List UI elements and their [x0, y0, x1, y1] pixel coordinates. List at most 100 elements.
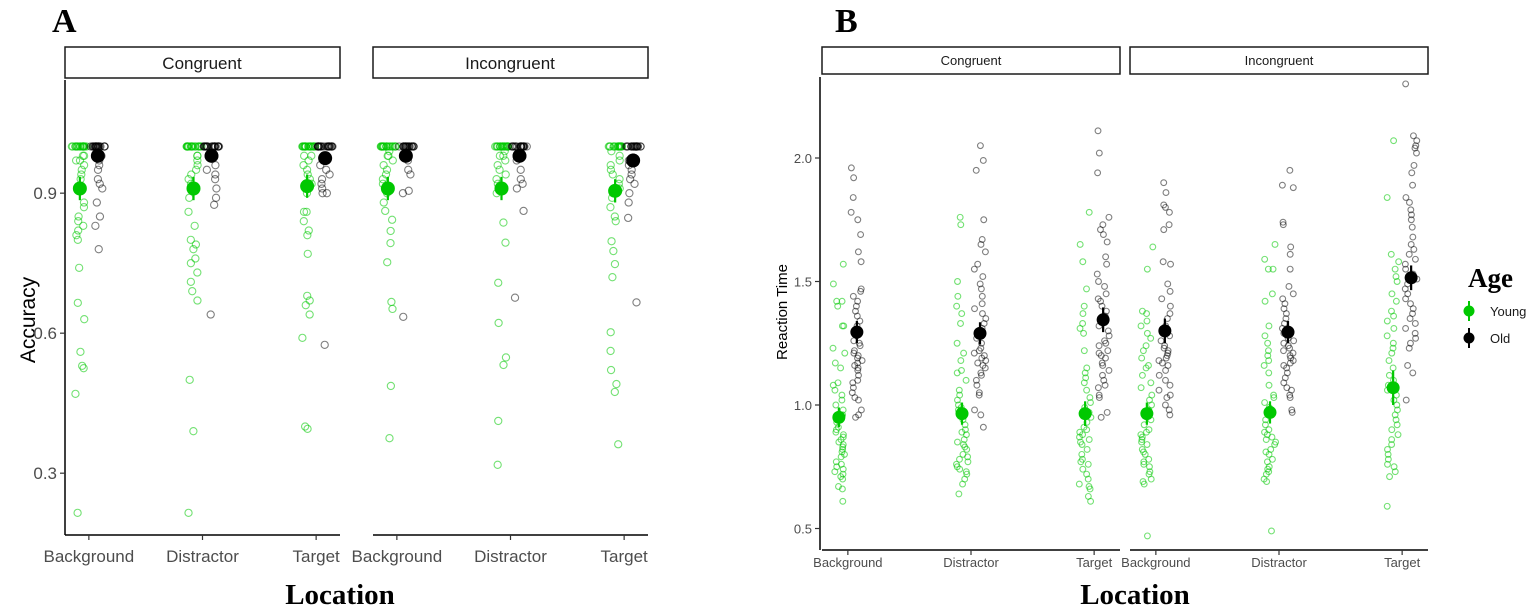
legend: Age Young Old — [1463, 263, 1526, 348]
panel-b-young-point — [1079, 310, 1087, 318]
panel-a-old-point — [93, 175, 103, 184]
panel-a-young-mean-marker — [300, 179, 315, 194]
panel-b-x-tick-label: Background — [813, 555, 882, 570]
panel-b-young-point — [1146, 463, 1153, 471]
panel-b-young-point — [1077, 458, 1085, 466]
panel-b-old-point — [1401, 260, 1409, 268]
panel-b-old-point — [857, 231, 865, 239]
panel-b-old-point — [1402, 396, 1410, 404]
panel-b-young-point — [1390, 137, 1398, 145]
panel-b-old-point — [971, 406, 979, 414]
panel-b-old-point — [1162, 189, 1170, 197]
panel-b-young-point — [962, 376, 970, 384]
panel-a-strip-incongruent-label: Incongruent — [465, 54, 555, 73]
panel-b-young-point — [838, 485, 846, 493]
panel-a-young-mean-marker — [380, 181, 395, 196]
panel-b-old-point — [1286, 344, 1293, 352]
panel-b-old-point — [1165, 208, 1173, 216]
panel-a-young-point — [305, 310, 314, 319]
panel-b-old-point — [1094, 127, 1102, 135]
panel-a-young-point — [608, 273, 617, 282]
panel-b-old-point — [1103, 238, 1111, 246]
panel-a-old-point — [211, 193, 221, 202]
panel-b-old-point — [979, 157, 987, 164]
panel-a-old-point — [404, 165, 413, 174]
panel-a-young-point — [303, 249, 312, 258]
panel-b-young-point — [1140, 460, 1148, 468]
panel-a-old-point — [95, 179, 104, 188]
panel-a-young-point — [606, 346, 615, 356]
panel-a-young-point — [610, 387, 619, 397]
panel-a-young-point — [77, 170, 86, 179]
panel-b-y-tick-label: 2.0 — [794, 151, 812, 166]
panel-b-old-point — [1405, 199, 1413, 206]
panel-b-young-point — [837, 364, 845, 372]
panel-a-young-point — [304, 226, 313, 235]
panel-a-young-point — [74, 226, 83, 235]
panel-b-young-point — [1087, 399, 1094, 406]
panel-b-old-point — [1163, 394, 1171, 402]
panel-b-young-point — [1391, 265, 1399, 273]
panel-b-young-point — [1139, 347, 1147, 355]
panel-a-young-point — [495, 142, 504, 151]
panel-b-young-point — [1143, 428, 1150, 436]
panel-b-young-point — [1143, 532, 1151, 540]
panel-a-young-point — [303, 424, 312, 434]
panel-b-young-point — [1388, 290, 1396, 298]
panel-b-young-point — [838, 396, 846, 404]
panel-a-young-point — [612, 379, 621, 389]
panel-b-old-point — [973, 381, 981, 389]
panel-b-old-point — [977, 285, 985, 293]
panel-a-x-title: Location — [285, 579, 395, 610]
panel-b-old-point — [1286, 265, 1294, 273]
panel-b-old-point — [979, 423, 987, 431]
panel-b-old-point — [847, 164, 855, 172]
panel-a-old-point — [630, 179, 639, 188]
panel-b-young-point — [954, 278, 961, 285]
panel-a-plot: 0.3 0.6 0.9 Background Distractor Target Backg… — [33, 80, 648, 566]
panel-b-young-point — [1392, 416, 1400, 424]
panel-b-young-point — [829, 280, 837, 288]
panel-b-old-point — [1097, 226, 1104, 234]
panel-b-y-title: Reaction Time — [774, 264, 791, 360]
panel-b-old-point — [1101, 282, 1108, 290]
panel-b-old-point — [1405, 344, 1413, 352]
panel-b-young-point — [1147, 379, 1155, 387]
panel-a-young-point — [492, 175, 501, 184]
panel-b-y-tick-label: 1.5 — [794, 275, 812, 290]
panel-b-young-point — [1083, 285, 1090, 293]
panel-a-strip-congruent — [64, 46, 341, 79]
panel-b-strip-incongruent — [1129, 46, 1429, 75]
panel-b-old-point — [977, 241, 985, 248]
panel-b-old-mean-marker — [1281, 325, 1295, 339]
panel-a-young-mean-marker — [72, 181, 87, 196]
panel-a-young-mean-marker — [186, 181, 201, 196]
panel-a-young-point — [71, 389, 80, 399]
panel-b-old-point — [855, 396, 862, 404]
panel-a-young-point — [299, 207, 309, 216]
panel-a-young-point — [305, 142, 314, 151]
panel-b-old-point — [1288, 408, 1296, 416]
panel-b-young-point — [1385, 357, 1393, 364]
panel-a-young-point — [615, 156, 624, 165]
panel-b-old-point — [1402, 324, 1410, 332]
panel-b-strip-congruent — [821, 46, 1121, 75]
panel-b-young-point — [964, 458, 972, 466]
panel-a-old-point — [314, 142, 323, 151]
panel-b-young-point — [1389, 339, 1397, 347]
panel-b-old-point — [1410, 161, 1418, 169]
panel-a-old-point — [510, 293, 520, 302]
panel-b-young-point — [1264, 339, 1272, 347]
panel-b-young-point — [960, 349, 968, 357]
panel-b-old-point — [1103, 260, 1111, 268]
panel-b-young-point — [1143, 441, 1151, 448]
panel-a-young-point — [376, 142, 386, 151]
panel-a-young-mean-marker — [494, 181, 509, 196]
panel-b-young-mean-marker — [832, 410, 846, 424]
panel-b-young-point — [831, 386, 839, 394]
panel-b-young-point — [1383, 502, 1391, 510]
panel-a-old-point — [325, 170, 334, 179]
panel-b-old-point — [978, 300, 986, 308]
panel-a-old-point — [622, 142, 632, 151]
panel-a-young-point — [383, 258, 392, 267]
